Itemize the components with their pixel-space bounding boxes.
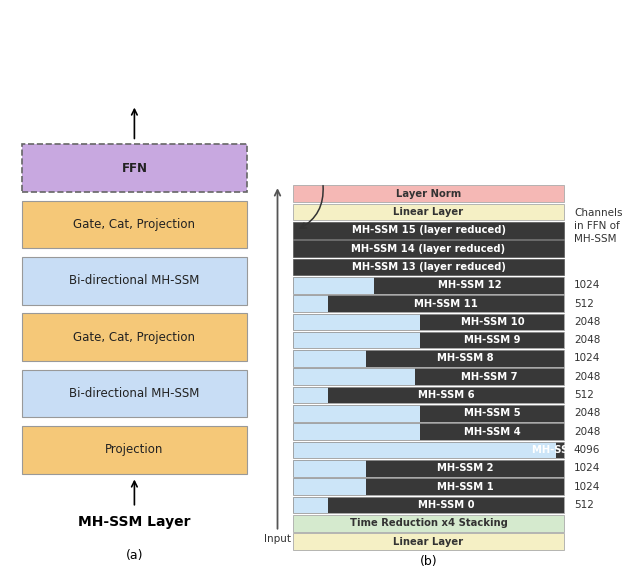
FancyBboxPatch shape: [328, 387, 564, 403]
FancyBboxPatch shape: [22, 426, 247, 474]
Text: Linear Layer: Linear Layer: [394, 537, 463, 546]
FancyBboxPatch shape: [556, 441, 564, 458]
FancyBboxPatch shape: [374, 277, 564, 294]
FancyBboxPatch shape: [420, 423, 564, 440]
FancyBboxPatch shape: [366, 350, 564, 367]
FancyBboxPatch shape: [22, 257, 247, 305]
FancyBboxPatch shape: [328, 295, 564, 312]
FancyBboxPatch shape: [292, 478, 366, 495]
Text: MH-SSM 8: MH-SSM 8: [437, 353, 493, 363]
FancyBboxPatch shape: [22, 201, 247, 248]
Text: MH-SSM Layer: MH-SSM Layer: [78, 515, 191, 529]
Text: Gate, Cat, Projection: Gate, Cat, Projection: [74, 330, 195, 343]
Text: 2048: 2048: [574, 409, 600, 419]
FancyBboxPatch shape: [328, 497, 564, 513]
FancyBboxPatch shape: [420, 313, 564, 330]
Text: 1024: 1024: [574, 482, 600, 492]
Text: 512: 512: [574, 299, 594, 309]
FancyBboxPatch shape: [420, 332, 564, 349]
Text: MH-SSM 4: MH-SSM 4: [464, 427, 521, 437]
Text: Gate, Cat, Projection: Gate, Cat, Projection: [74, 218, 195, 231]
Text: 2048: 2048: [574, 372, 600, 382]
FancyBboxPatch shape: [292, 313, 420, 330]
Text: 1024: 1024: [574, 353, 600, 363]
Text: Linear Layer: Linear Layer: [394, 207, 463, 217]
FancyBboxPatch shape: [292, 185, 564, 202]
FancyBboxPatch shape: [366, 460, 564, 477]
Text: 2048: 2048: [574, 317, 600, 327]
Text: 2048: 2048: [574, 335, 600, 345]
Text: Channels
in FFN of
MH-SSM: Channels in FFN of MH-SSM: [574, 208, 623, 244]
FancyBboxPatch shape: [292, 387, 328, 403]
Text: MH-SSM 7: MH-SSM 7: [461, 372, 518, 382]
FancyBboxPatch shape: [292, 222, 564, 238]
Text: Layer Norm: Layer Norm: [396, 188, 461, 198]
Text: MH-SSM 1: MH-SSM 1: [437, 482, 493, 492]
Text: MH-SSM 0: MH-SSM 0: [418, 500, 474, 510]
Text: 2048: 2048: [574, 427, 600, 437]
Text: MH-SSM 3: MH-SSM 3: [532, 445, 589, 455]
Text: (b): (b): [420, 555, 437, 568]
Text: Bi-directional MH-SSM: Bi-directional MH-SSM: [69, 274, 200, 287]
FancyBboxPatch shape: [292, 497, 328, 513]
FancyBboxPatch shape: [22, 144, 247, 192]
Text: FFN: FFN: [122, 161, 147, 174]
Text: MH-SSM 15 (layer reduced): MH-SSM 15 (layer reduced): [351, 225, 506, 235]
Text: MH-SSM 11: MH-SSM 11: [414, 299, 478, 309]
Text: 512: 512: [574, 500, 594, 510]
FancyBboxPatch shape: [292, 295, 328, 312]
FancyBboxPatch shape: [22, 313, 247, 361]
Text: (a): (a): [125, 549, 143, 562]
Text: 1024: 1024: [574, 463, 600, 473]
FancyBboxPatch shape: [292, 350, 366, 367]
FancyBboxPatch shape: [415, 369, 564, 385]
Text: MH-SSM 9: MH-SSM 9: [464, 335, 521, 345]
FancyBboxPatch shape: [292, 423, 420, 440]
Text: Input: Input: [264, 534, 291, 544]
Text: Time Reduction x4 Stacking: Time Reduction x4 Stacking: [349, 518, 508, 528]
FancyBboxPatch shape: [292, 369, 415, 385]
Text: 1024: 1024: [574, 280, 600, 290]
Text: MH-SSM 5: MH-SSM 5: [464, 409, 521, 419]
FancyBboxPatch shape: [292, 515, 564, 532]
Text: MH-SSM 12: MH-SSM 12: [438, 280, 501, 290]
Text: MH-SSM 6: MH-SSM 6: [418, 390, 474, 400]
FancyBboxPatch shape: [292, 533, 564, 550]
FancyBboxPatch shape: [292, 405, 420, 421]
FancyBboxPatch shape: [292, 460, 366, 477]
FancyBboxPatch shape: [292, 240, 564, 257]
Text: 4096: 4096: [574, 445, 600, 455]
FancyBboxPatch shape: [292, 204, 564, 220]
FancyBboxPatch shape: [292, 441, 556, 458]
FancyBboxPatch shape: [420, 405, 564, 421]
FancyBboxPatch shape: [22, 370, 247, 417]
Text: Projection: Projection: [105, 443, 164, 456]
Text: 512: 512: [574, 390, 594, 400]
Text: MH-SSM 14 (layer reduced): MH-SSM 14 (layer reduced): [351, 244, 506, 254]
Text: Bi-directional MH-SSM: Bi-directional MH-SSM: [69, 387, 200, 400]
FancyBboxPatch shape: [292, 258, 564, 275]
FancyBboxPatch shape: [292, 277, 374, 294]
FancyBboxPatch shape: [366, 478, 564, 495]
FancyBboxPatch shape: [292, 332, 420, 349]
Text: MH-SSM 10: MH-SSM 10: [461, 317, 524, 327]
Text: MH-SSM 2: MH-SSM 2: [437, 463, 493, 473]
Text: MH-SSM 13 (layer reduced): MH-SSM 13 (layer reduced): [351, 262, 506, 272]
